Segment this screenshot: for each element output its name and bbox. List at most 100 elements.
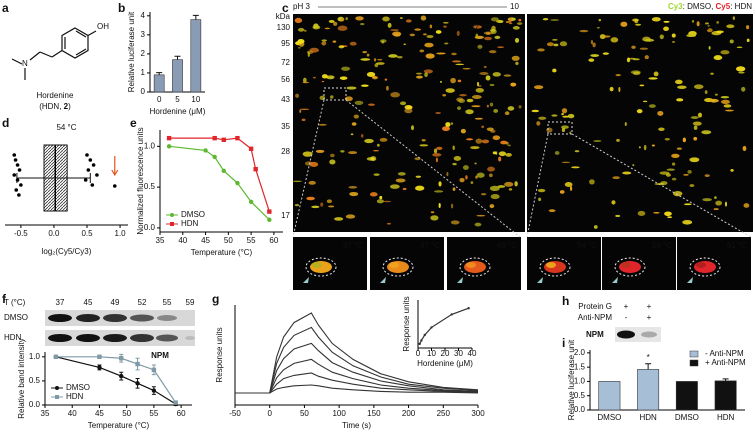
gel-spot — [736, 46, 743, 49]
data-point — [112, 184, 117, 188]
gel-spot — [439, 80, 443, 83]
legend-marker — [170, 213, 174, 217]
gel-spot — [714, 93, 718, 96]
gel-spot — [715, 200, 722, 206]
x-tick-label: 45 — [201, 236, 210, 245]
gel-spot — [711, 99, 716, 103]
data-point — [267, 217, 272, 222]
gel-spot — [455, 63, 465, 66]
gel-spot — [590, 39, 594, 45]
gel-spot — [631, 45, 636, 49]
gel-spot — [452, 187, 456, 191]
gel-spot — [492, 135, 501, 141]
gel-spot — [442, 126, 450, 132]
gel-spot — [303, 29, 307, 32]
chart-title: 54 °C — [56, 123, 76, 132]
gel-spot — [732, 16, 735, 20]
gel-spot — [421, 139, 426, 142]
data-point — [90, 183, 95, 187]
gel-spot — [671, 33, 676, 38]
chart-title: NPM — [151, 351, 169, 360]
gel-legend: Cy3: DMSO, Cy5: HDN — [668, 2, 752, 11]
gel-spot — [366, 72, 376, 77]
bar — [172, 59, 183, 93]
gel-spot — [682, 219, 693, 225]
gel-spot — [537, 188, 546, 193]
gel-spot — [552, 68, 557, 73]
gel-images — [292, 14, 753, 290]
gel-spot — [460, 128, 466, 134]
gel-spot — [505, 141, 509, 145]
gel-spot — [610, 37, 619, 43]
gel-spot — [651, 17, 661, 22]
gel-spot — [691, 20, 695, 23]
blot-h — [615, 327, 661, 342]
gel-spot — [559, 41, 568, 47]
gel-spot — [450, 122, 454, 125]
gel-spot — [531, 109, 540, 113]
x-tick-label: 55 — [149, 409, 158, 418]
blot-header: T (°C) — [4, 298, 26, 307]
gel-spot — [598, 18, 602, 22]
gel-spot — [438, 181, 442, 187]
gel-spot — [492, 72, 501, 77]
gel-spot — [329, 159, 336, 165]
gel-spot — [689, 184, 695, 187]
data-point — [135, 381, 140, 386]
gel-spot — [494, 35, 501, 39]
gel-spot — [676, 147, 682, 150]
gel-spot — [456, 97, 464, 102]
data-point — [86, 168, 91, 172]
inset-circle — [305, 257, 337, 277]
gel-spot — [470, 146, 480, 150]
gel-spot — [659, 34, 664, 40]
gel-spot — [730, 169, 734, 172]
gel-spot — [548, 209, 556, 213]
gel-spot — [742, 145, 747, 152]
gel-spot — [537, 48, 545, 52]
x-tick-label: 40 — [178, 236, 187, 245]
gel-background — [527, 14, 753, 232]
gel-spot — [592, 42, 596, 48]
panel-label: f — [2, 292, 7, 306]
gel-spot — [360, 133, 364, 138]
data-point — [430, 326, 433, 329]
data-point — [467, 307, 470, 310]
x-tick-label: 60 — [269, 236, 278, 245]
gel-spot — [562, 115, 570, 118]
gel-spot — [663, 20, 670, 23]
gel-spot — [337, 25, 348, 31]
gel-spot — [462, 67, 471, 70]
blot-temp: 55 — [163, 298, 172, 307]
data-point — [85, 153, 89, 157]
gel-spot — [309, 161, 319, 167]
gel-spot — [382, 16, 390, 22]
gel-spot — [321, 80, 325, 83]
data-point — [95, 173, 99, 177]
gel-spot — [500, 140, 508, 145]
x-tick-label: 35 — [41, 409, 50, 418]
inset-temp: 49 °C — [497, 241, 517, 250]
panel-label: d — [2, 116, 9, 130]
gel-spot — [715, 30, 724, 34]
blot-row: HDN — [4, 333, 22, 342]
abbr: ) — [68, 102, 71, 111]
gel-spot — [569, 186, 573, 191]
gel-spot — [311, 205, 320, 209]
gel-spot — [489, 204, 495, 209]
gel-spot — [635, 23, 642, 26]
gel-spot — [308, 180, 316, 185]
gel-spot — [443, 25, 447, 28]
gel-spot — [299, 109, 302, 113]
data-point — [15, 178, 20, 182]
gel-spot — [444, 42, 449, 45]
y-tick-label: 1 — [141, 68, 146, 77]
gel-spot — [602, 52, 609, 55]
inset-arrowhead — [303, 277, 309, 283]
legend-label: - Anti-NPM — [705, 349, 744, 358]
gel-spot — [445, 122, 451, 127]
gel-spot — [489, 83, 495, 87]
gel-spot — [377, 59, 383, 61]
gel-spot — [409, 33, 415, 37]
